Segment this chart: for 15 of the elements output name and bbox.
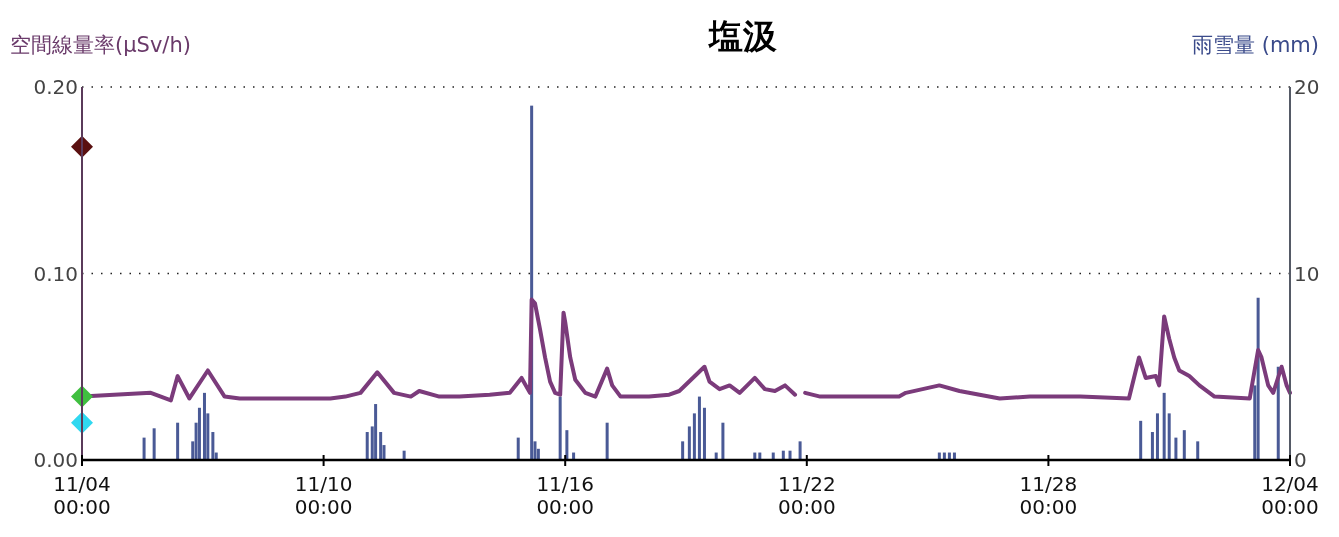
x-tick-label: 11/16 00:00 xyxy=(536,472,595,519)
chart-title: 塩汲 xyxy=(707,16,777,56)
y2-tick-label: 0 xyxy=(1294,448,1307,472)
y2-axis-title: 雨雪量 (mm) xyxy=(1192,33,1319,57)
y-axis-title: 空間線量率(μSv/h) xyxy=(10,33,191,57)
y-tick-label: 0.20 xyxy=(33,75,78,99)
y2-tick-label: 20 xyxy=(1294,75,1320,99)
x-tick-label: 11/28 00:00 xyxy=(1019,472,1078,519)
y-tick-label: 0.10 xyxy=(33,261,78,286)
x-tick-label: 11/22 00:00 xyxy=(777,472,836,519)
x-tick-label: 11/10 00:00 xyxy=(294,472,353,519)
y2-tick-label: 10 xyxy=(1294,261,1320,286)
x-tick-label: 11/04 00:00 xyxy=(53,472,111,519)
y-tick-label: 0.00 xyxy=(33,448,78,472)
x-tick-label: 12/04 00:00 xyxy=(1261,472,1319,519)
